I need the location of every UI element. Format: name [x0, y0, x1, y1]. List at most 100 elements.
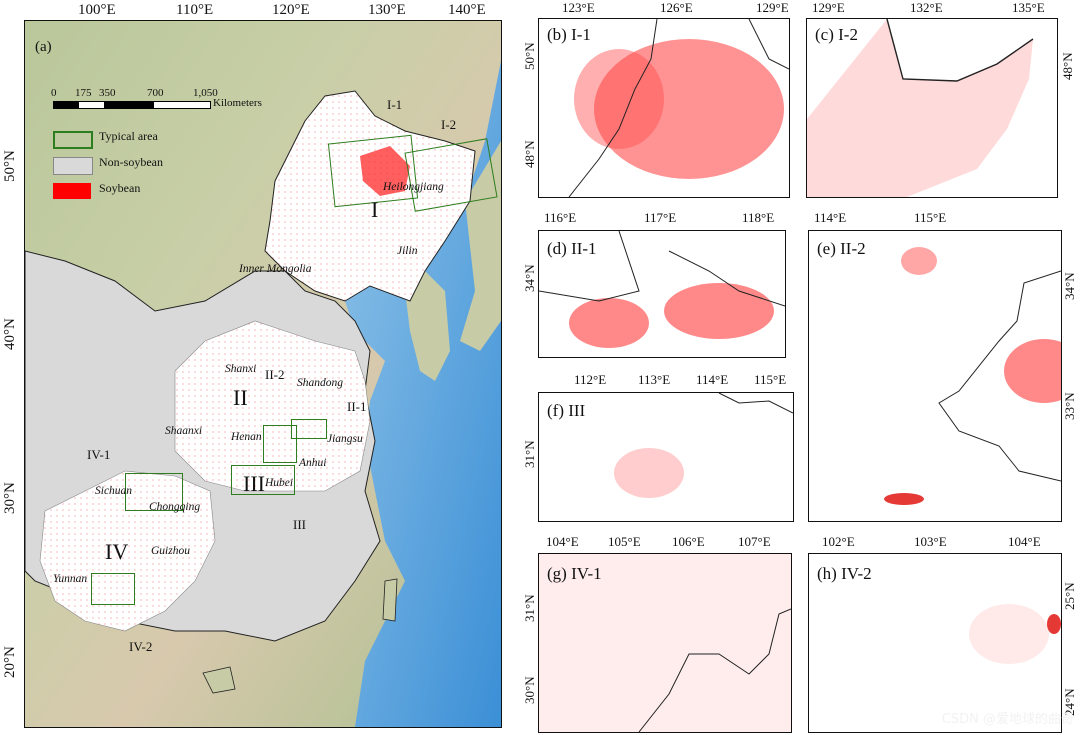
province-label: Jilin [397, 245, 418, 257]
panel-d-top-tick: 116°E [544, 210, 577, 225]
lat-tick: 20°N [2, 646, 18, 678]
region-IV [39, 470, 216, 632]
legend-label: Non-soybean [99, 155, 163, 169]
typical-area-label: IV-2 [129, 639, 153, 654]
panel-h-top-tick: 103°E [914, 534, 947, 549]
korea-land [405, 271, 450, 381]
province-label: Hubei [265, 477, 294, 489]
scale-bar: 0 175 350 700 1,050 Kilometers [51, 87, 291, 117]
watermark: CSDN @爱地球的曲奇 [941, 712, 1074, 727]
scale-tick-2: 350 [99, 87, 116, 99]
panel-f-top-tick: 114°E [696, 372, 729, 387]
main-map-frame: (a) 0 175 350 700 1,050 Kilometers Typic… [24, 20, 502, 728]
panel-d-side-tick: 34°N [522, 264, 537, 292]
panel-g-side-tick: 30°N [522, 676, 537, 704]
panel-c-top-tick: 129°E [812, 0, 845, 15]
sea-area [345, 61, 501, 727]
panel-d-title: (d) II-1 [547, 239, 597, 258]
province-label: Shandong [297, 377, 343, 389]
panel-f-map [614, 393, 793, 498]
panel-f: (f) III [538, 392, 794, 522]
province-label: Chongqing [149, 501, 201, 513]
panel-b-side-tick: 48°N [522, 140, 537, 168]
panel-g: (g) IV-1 [538, 553, 792, 733]
scale-tick-0: 0 [51, 87, 57, 99]
typical-area-label: III [293, 517, 306, 532]
panel-d-top-tick: 117°E [644, 210, 677, 225]
panel-b-side-tick: 50°N [522, 42, 537, 70]
typical-area-box-III [231, 465, 295, 495]
scale-tick-1: 175 [75, 87, 92, 99]
province-label: Heilongjiang [383, 181, 444, 193]
panel-c-top-tick: 135°E [1012, 0, 1045, 15]
panel-c-side-tick: 48°N [1060, 52, 1075, 80]
panel-c-map [807, 19, 1034, 197]
lon-tick: 110°E [176, 2, 214, 18]
panel-e-side-tick: 33°N [1062, 392, 1077, 420]
panel-b-top-tick: 123°E [562, 0, 595, 15]
legend-label: Typical area [99, 129, 158, 143]
panel-e-title: (e) II-2 [817, 239, 866, 258]
province-label: Henan [231, 431, 262, 443]
region-label-I: I [371, 197, 379, 222]
panel-g-map [539, 554, 791, 732]
typical-area-box-IV-1 [125, 473, 183, 511]
panel-c-top-tick: 132°E [910, 0, 943, 15]
region-II [174, 320, 371, 492]
panel-f-top-tick: 112°E [574, 372, 607, 387]
panel-g-top-tick: 107°E [738, 534, 771, 549]
province-label: Jiangsu [327, 433, 363, 445]
panel-d: (d) II-1 [538, 230, 786, 358]
panel-c-title: (c) I-2 [815, 25, 858, 44]
typical-area-box-II-2 [263, 425, 297, 463]
panel-f-side-tick: 31°N [522, 440, 537, 468]
panel-g-top-tick: 104°E [546, 534, 579, 549]
legend-swatch-outline [53, 131, 93, 149]
panel-b: (b) I-1 [538, 18, 790, 198]
lat-tick: 50°N [2, 150, 18, 182]
legend: Typical area Non-soybean Soybean [53, 129, 193, 209]
scale-tick-3: 700 [147, 87, 164, 99]
panel-g-title: (g) IV-1 [547, 564, 602, 583]
panel-d-map [539, 231, 785, 348]
panel-h-map [969, 604, 1061, 664]
panel-h-top-tick: 102°E [822, 534, 855, 549]
panel-b-top-tick: 129°E [756, 0, 789, 15]
province-label: Sichuan [95, 485, 133, 497]
panel-d-top-tick: 118°E [742, 210, 775, 225]
lat-tick: 30°N [2, 482, 18, 514]
typical-area-label: I-1 [387, 97, 403, 112]
legend-swatch-red [53, 183, 91, 199]
lon-tick: 100°E [78, 2, 116, 18]
panel-g-side-tick: 31°N [522, 594, 537, 622]
province-label: Inner Mongolia [239, 263, 312, 275]
scale-unit: Kilometers [213, 97, 262, 109]
panel-h-top-tick: 104°E [1008, 534, 1041, 549]
hainan-island [202, 666, 236, 694]
taiwan-island [382, 578, 398, 622]
region-label-IV: IV [105, 539, 129, 564]
panel-e-top-tick: 115°E [914, 210, 947, 225]
panel-e: (e) II-2 [808, 230, 1062, 522]
typical-area-box-II-1 [291, 419, 327, 439]
region-I [264, 90, 476, 302]
legend-label: Soybean [99, 181, 141, 195]
typical-area-label: II-2 [265, 367, 285, 382]
panel-f-top-tick: 113°E [638, 372, 671, 387]
province-label: Anhui [299, 457, 327, 469]
panel-h: (h) IV-2 [808, 553, 1062, 733]
typical-area-label: IV-1 [87, 447, 111, 462]
panel-e-map [884, 247, 1061, 505]
panel-f-title: (f) III [547, 401, 586, 420]
panel-f-top-tick: 115°E [754, 372, 787, 387]
panel-e-side-tick: 34°N [1062, 272, 1077, 300]
province-label: Shanxi [225, 363, 257, 375]
region-label-II: II [233, 385, 248, 410]
panel-g-top-tick: 105°E [608, 534, 641, 549]
panel-b-title: (b) I-1 [547, 25, 591, 44]
main-map-panel-label: (a) [35, 39, 52, 55]
panel-g-top-tick: 106°E [672, 534, 705, 549]
scale-bar-graphic [53, 101, 211, 109]
region-label-III: III [243, 471, 265, 496]
lon-tick: 130°E [368, 2, 406, 18]
